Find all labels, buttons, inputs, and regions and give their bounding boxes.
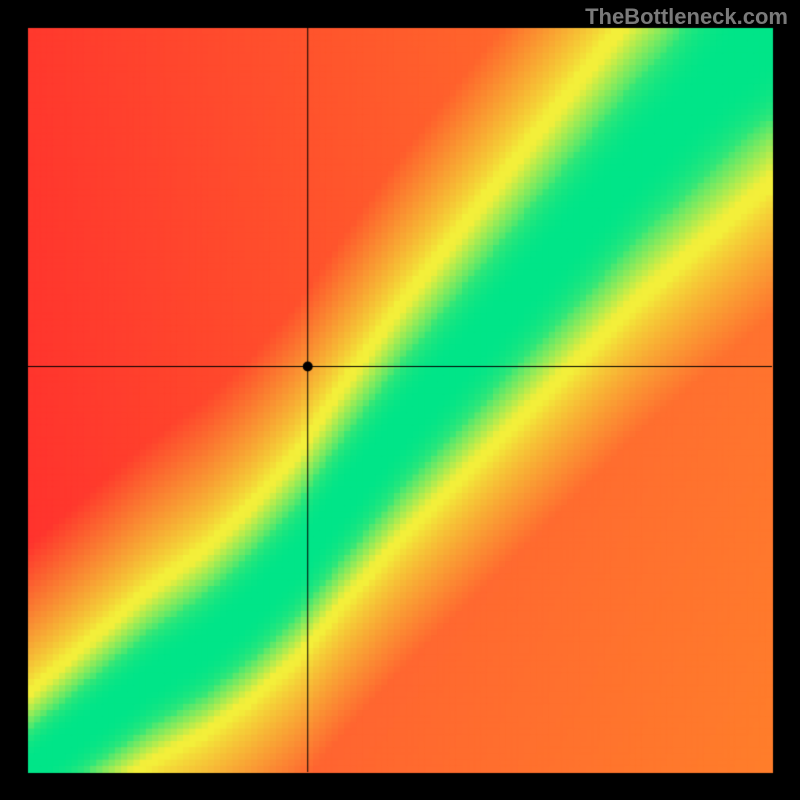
chart-container: TheBottleneck.com	[0, 0, 800, 800]
bottleneck-heatmap	[0, 0, 800, 800]
watermark-text: TheBottleneck.com	[585, 4, 788, 30]
